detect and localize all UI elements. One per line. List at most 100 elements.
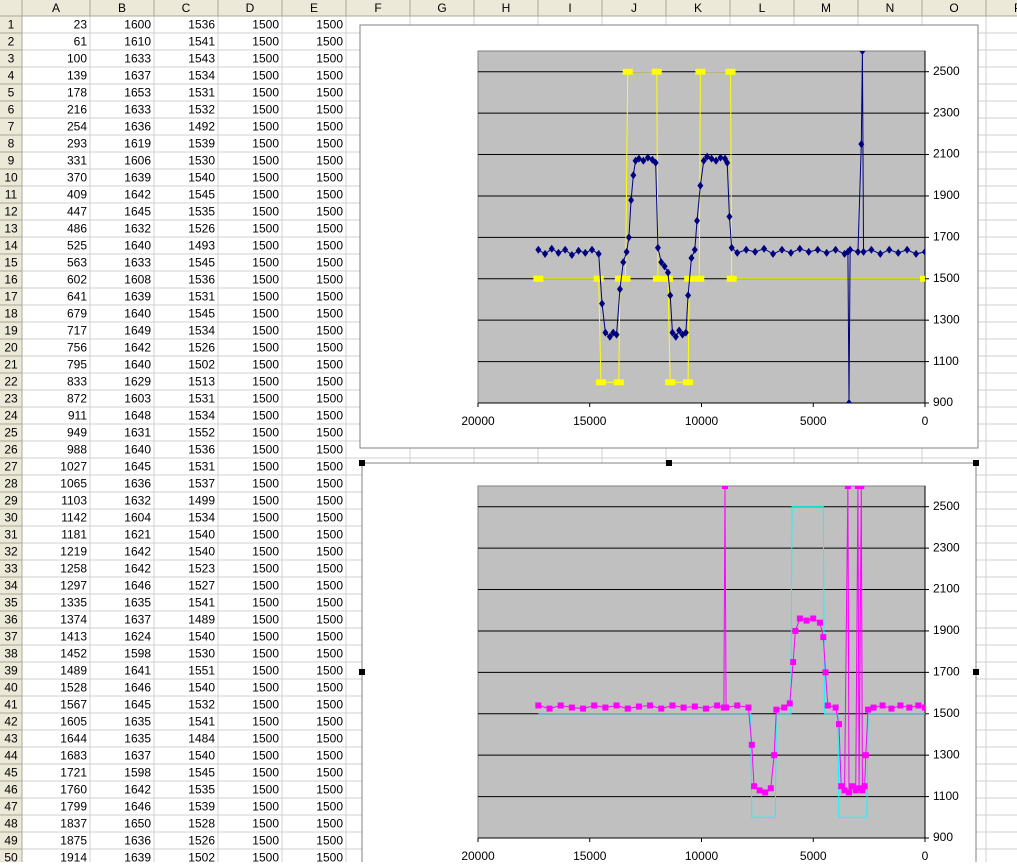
- cell[interactable]: 1646: [124, 681, 151, 695]
- cell[interactable]: 1552: [188, 426, 215, 440]
- cell[interactable]: 1640: [124, 358, 151, 372]
- cell[interactable]: 1500: [316, 256, 343, 270]
- cell[interactable]: 525: [67, 239, 87, 253]
- cell[interactable]: 1500: [316, 426, 343, 440]
- cell[interactable]: 1540: [188, 171, 215, 185]
- cell[interactable]: 1633: [124, 256, 151, 270]
- cell[interactable]: 1500: [316, 103, 343, 117]
- cell[interactable]: 1103: [61, 494, 87, 508]
- cell[interactable]: 1500: [316, 52, 343, 66]
- cell[interactable]: 331: [67, 154, 87, 168]
- cell[interactable]: 1500: [316, 460, 343, 474]
- cell[interactable]: 911: [68, 409, 87, 423]
- cell[interactable]: 1642: [124, 188, 151, 202]
- cell[interactable]: 1645: [124, 460, 151, 474]
- cell[interactable]: 1636: [124, 477, 151, 491]
- cell[interactable]: 23: [74, 18, 88, 32]
- cell[interactable]: 1640: [124, 307, 151, 321]
- cell[interactable]: 1545: [188, 256, 215, 270]
- cell[interactable]: 1500: [252, 630, 279, 644]
- row-header[interactable]: 37: [4, 630, 18, 644]
- cell[interactable]: 1500: [316, 511, 343, 525]
- cell[interactable]: 1513: [188, 375, 215, 389]
- row-header[interactable]: 25: [4, 426, 18, 440]
- cell[interactable]: 1489: [188, 613, 215, 627]
- cell[interactable]: 1500: [252, 749, 279, 763]
- cell[interactable]: 1500: [252, 698, 279, 712]
- cell[interactable]: 1646: [124, 579, 151, 593]
- cell[interactable]: 216: [67, 103, 87, 117]
- cell[interactable]: 1545: [188, 188, 215, 202]
- cell[interactable]: 1534: [188, 324, 215, 338]
- cell[interactable]: 795: [67, 358, 87, 372]
- cell[interactable]: 1539: [188, 137, 215, 151]
- cell[interactable]: 1500: [252, 222, 279, 236]
- cell[interactable]: 1500: [316, 732, 343, 746]
- cell[interactable]: 1523: [188, 562, 215, 576]
- cell[interactable]: 1636: [124, 120, 151, 134]
- row-header[interactable]: 3: [8, 52, 15, 66]
- row-header[interactable]: 1: [8, 18, 15, 32]
- cell[interactable]: 1642: [124, 783, 151, 797]
- selection-handle[interactable]: [973, 669, 979, 675]
- cell[interactable]: 1500: [252, 664, 279, 678]
- cell[interactable]: 756: [67, 341, 87, 355]
- row-header[interactable]: 32: [4, 545, 18, 559]
- cell[interactable]: 1534: [188, 409, 215, 423]
- cell[interactable]: 1540: [188, 630, 215, 644]
- cell[interactable]: 1500: [316, 613, 343, 627]
- cell[interactable]: 1484: [188, 732, 215, 746]
- cell[interactable]: 1598: [124, 766, 151, 780]
- row-header[interactable]: 35: [4, 596, 18, 610]
- row-header[interactable]: 8: [8, 137, 15, 151]
- cell[interactable]: 293: [67, 137, 87, 151]
- row-header[interactable]: 28: [4, 477, 18, 491]
- row-header[interactable]: 47: [4, 800, 18, 814]
- cell[interactable]: 1532: [188, 103, 215, 117]
- cell[interactable]: 486: [67, 222, 87, 236]
- cell[interactable]: 1635: [124, 596, 151, 610]
- cell[interactable]: 1502: [188, 358, 215, 372]
- cell[interactable]: 1606: [124, 154, 151, 168]
- cell[interactable]: 1635: [124, 732, 151, 746]
- cell[interactable]: 1500: [252, 426, 279, 440]
- row-header[interactable]: 44: [4, 749, 18, 763]
- cell[interactable]: 1500: [316, 188, 343, 202]
- cell[interactable]: 1610: [124, 35, 151, 49]
- cell[interactable]: 1500: [316, 222, 343, 236]
- cell[interactable]: 1540: [188, 681, 215, 695]
- cell[interactable]: 1065: [60, 477, 87, 491]
- cell[interactable]: 1500: [252, 86, 279, 100]
- cell[interactable]: 1645: [124, 698, 151, 712]
- cell[interactable]: 1604: [124, 511, 151, 525]
- column-header[interactable]: J: [631, 1, 637, 15]
- row-header[interactable]: 38: [4, 647, 18, 661]
- cell[interactable]: 1500: [316, 477, 343, 491]
- cell[interactable]: 1500: [316, 392, 343, 406]
- cell[interactable]: 1500: [316, 443, 343, 457]
- row-header[interactable]: 49: [4, 834, 18, 848]
- cell[interactable]: 139: [67, 69, 87, 83]
- cell[interactable]: 1500: [252, 494, 279, 508]
- row-header[interactable]: 43: [4, 732, 18, 746]
- cell[interactable]: 1531: [188, 86, 215, 100]
- cell[interactable]: 1683: [60, 749, 87, 763]
- cell[interactable]: 1539: [188, 800, 215, 814]
- cell[interactable]: 1600: [124, 18, 151, 32]
- row-header[interactable]: 36: [4, 613, 18, 627]
- cell[interactable]: 1027: [60, 460, 87, 474]
- cell[interactable]: 1632: [124, 494, 151, 508]
- cell[interactable]: 1500: [316, 715, 343, 729]
- cell[interactable]: 1500: [252, 256, 279, 270]
- cell[interactable]: 1500: [316, 137, 343, 151]
- column-header[interactable]: P: [1014, 1, 1017, 15]
- row-header[interactable]: 40: [4, 681, 18, 695]
- cell[interactable]: 1181: [61, 528, 87, 542]
- cell[interactable]: 1500: [252, 596, 279, 610]
- cell[interactable]: 1653: [124, 86, 151, 100]
- row-header[interactable]: 45: [4, 766, 18, 780]
- cell[interactable]: 1500: [252, 273, 279, 287]
- cell[interactable]: 409: [67, 188, 87, 202]
- cell[interactable]: 1500: [316, 307, 343, 321]
- cell[interactable]: 1531: [188, 290, 215, 304]
